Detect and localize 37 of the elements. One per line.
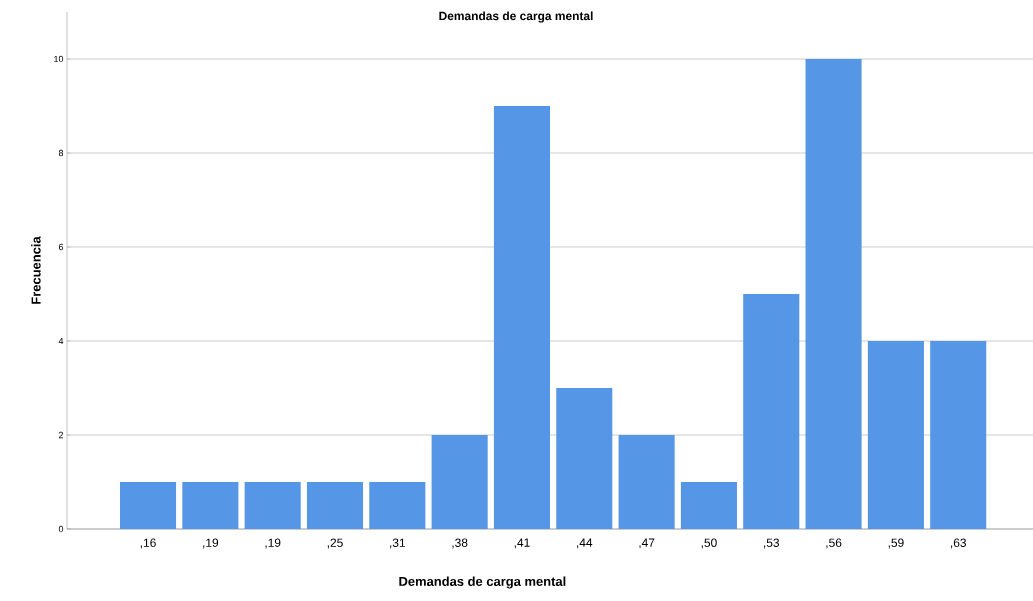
- bar: [431, 435, 488, 529]
- y-tick-label: 10: [54, 55, 64, 63]
- y-tick-label: 0: [58, 525, 64, 533]
- bar: [369, 482, 426, 529]
- y-axis-title: Frecuencia: [31, 236, 41, 304]
- bar: [306, 482, 364, 529]
- x-tick-label: ,31: [390, 538, 406, 549]
- bar: [743, 294, 800, 529]
- x-tick-label: ,25: [327, 538, 343, 549]
- x-tick-label: ,47: [639, 538, 655, 549]
- bar: [119, 482, 177, 529]
- chart-title: Demandas de carga mental: [439, 11, 593, 23]
- x-tick-label: ,16: [140, 538, 156, 549]
- bar: [244, 482, 301, 529]
- x-axis-title: Demandas de carga mental: [399, 576, 566, 589]
- x-tick-label: ,41: [514, 538, 530, 549]
- x-tick-label: ,56: [826, 538, 842, 549]
- y-tick-label: 2: [58, 431, 64, 439]
- x-tick-label: ,53: [764, 538, 780, 549]
- bar: [493, 106, 550, 529]
- bar: [618, 435, 675, 529]
- y-tick-label: 8: [58, 149, 64, 157]
- x-tick-label: ,19: [265, 538, 281, 549]
- x-tick-label: ,38: [452, 538, 468, 549]
- bar: [680, 482, 737, 529]
- bar: [556, 388, 613, 529]
- bar: [930, 341, 987, 529]
- bar: [867, 341, 924, 529]
- x-tick-label: ,44: [577, 538, 593, 549]
- bar: [805, 59, 862, 529]
- y-tick-label: 6: [58, 243, 64, 251]
- x-tick-label: ,63: [950, 538, 967, 549]
- y-tick-label: 4: [58, 337, 64, 345]
- x-tick-label: ,50: [701, 538, 717, 549]
- bar: [182, 482, 239, 529]
- x-tick-label: ,19: [203, 538, 219, 549]
- x-tick-label: ,59: [888, 538, 904, 549]
